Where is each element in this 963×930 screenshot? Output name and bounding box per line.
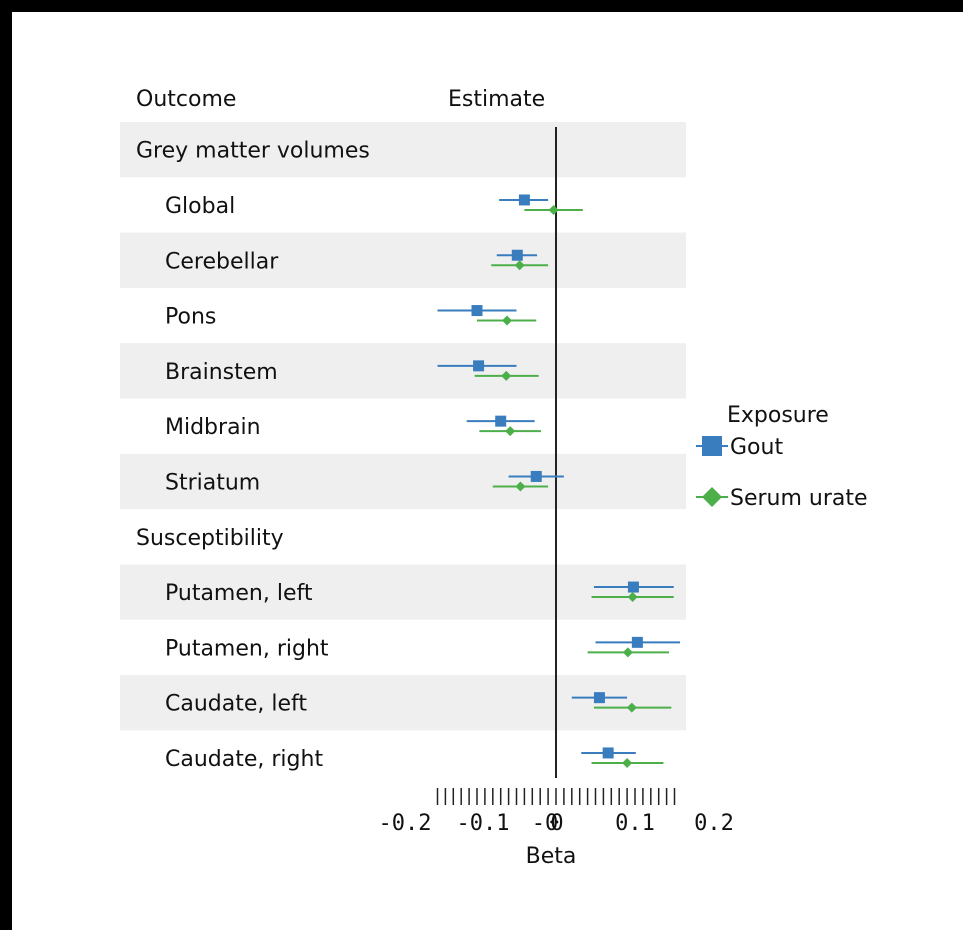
group-label: Grey matter volumes [136,139,370,164]
gout-point [518,194,530,206]
row-label: Putamen, right [165,636,329,661]
estimate-marks [437,194,681,768]
legend-gout-marker [702,436,722,456]
row-label: Cerebellar [165,249,279,274]
legend-serum-urate-marker [702,487,722,507]
serum-urate-point [548,204,559,215]
x-tick-label: 0.2 [694,811,734,836]
gout-point [627,581,639,593]
row-label: Caudate, left [165,692,307,717]
row-label: Pons [165,305,216,330]
row-band [120,564,686,620]
gout-point [495,415,507,427]
serum-urate-point [501,370,512,381]
x-tick-label: -0.2 [379,811,432,836]
header-outcome: Outcome [136,87,236,112]
row-band [120,232,686,288]
gout-point [530,470,542,482]
row-band [120,122,686,178]
gout-point [593,692,605,704]
x-tick-label: 0 [550,811,563,836]
gout-point [473,360,485,372]
row-label: Striatum [165,470,260,495]
serum-urate-point [622,647,633,658]
x-axis: Outcome Estimate Beta -0.2 -0.1 -00 0.1 0.2 [136,87,734,869]
gout-point [511,249,523,261]
row-bands [120,122,686,731]
serum-urate-point [622,757,633,768]
row-label: Putamen, left [165,581,313,606]
x-tick-label: 0.1 [615,811,655,836]
gout-point [602,747,614,759]
x-tick-label: -0 [532,811,559,836]
row-band [120,343,686,399]
gout-point [631,636,643,648]
serum-urate-point [627,592,638,603]
legend-gout-label: Gout [730,435,783,460]
serum-urate-point [502,315,513,326]
row-band [120,453,686,510]
legend-title: Exposure [727,403,829,428]
row-label: Caudate, right [165,747,323,772]
gout-point [471,305,483,317]
legend: Exposure Gout Serum urate [696,403,868,511]
x-tick-label: -0.1 [457,811,510,836]
serum-urate-point [626,702,637,713]
serum-urate-point [514,260,525,271]
row-labels: Grey matter volumes Global Cerebellar Pons B… [136,139,370,772]
serum-urate-point [515,481,526,492]
legend-serum-urate-label: Serum urate [730,486,868,511]
group-label: Susceptibility [136,526,284,551]
row-band [120,675,686,731]
row-label: Global [165,194,235,219]
row-label: Brainstem [165,360,278,385]
x-axis-label: Beta [526,844,577,869]
header-estimate: Estimate [448,87,545,112]
row-label: Midbrain [165,415,261,440]
serum-urate-point [505,426,516,437]
